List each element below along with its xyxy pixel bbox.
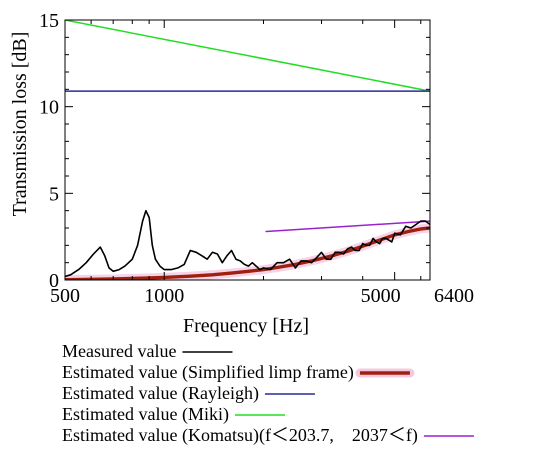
x-axis-label: Frequency [Hz] xyxy=(183,315,309,337)
x-tick-label: 6400 xyxy=(434,285,474,307)
legend-entry-label: Estimated value (Komatsu)(f＜203.7, 2037＜… xyxy=(62,425,418,446)
legend-entry-label: Estimated value (Rayleigh) xyxy=(62,383,259,404)
series-line-3 xyxy=(65,20,430,92)
y-tick-label: 5 xyxy=(49,183,59,205)
y-tick-label: 10 xyxy=(39,97,59,119)
legend-entry-label: Measured value xyxy=(62,341,176,361)
series-line-4 xyxy=(265,220,430,233)
axes: 0 5 10 15 500 1000 5000 6400 xyxy=(39,10,474,307)
y-tick-label: 15 xyxy=(39,10,59,32)
x-tick-label: 1000 xyxy=(144,285,184,307)
legend-entry-label: Estimated value (Simplified limp frame) xyxy=(62,362,354,383)
x-tick-label: 500 xyxy=(50,285,80,307)
series-line-0 xyxy=(65,209,430,278)
plot-area xyxy=(65,20,430,280)
y-axis-label: Transmission loss [dB] xyxy=(9,32,31,217)
legend-entry-label: Estimated value (Miki) xyxy=(62,404,229,425)
y-tick-label: 0 xyxy=(49,270,59,292)
series-line-1 xyxy=(65,226,430,280)
plot-frame xyxy=(64,19,431,281)
x-tick-label: 5000 xyxy=(361,285,401,307)
